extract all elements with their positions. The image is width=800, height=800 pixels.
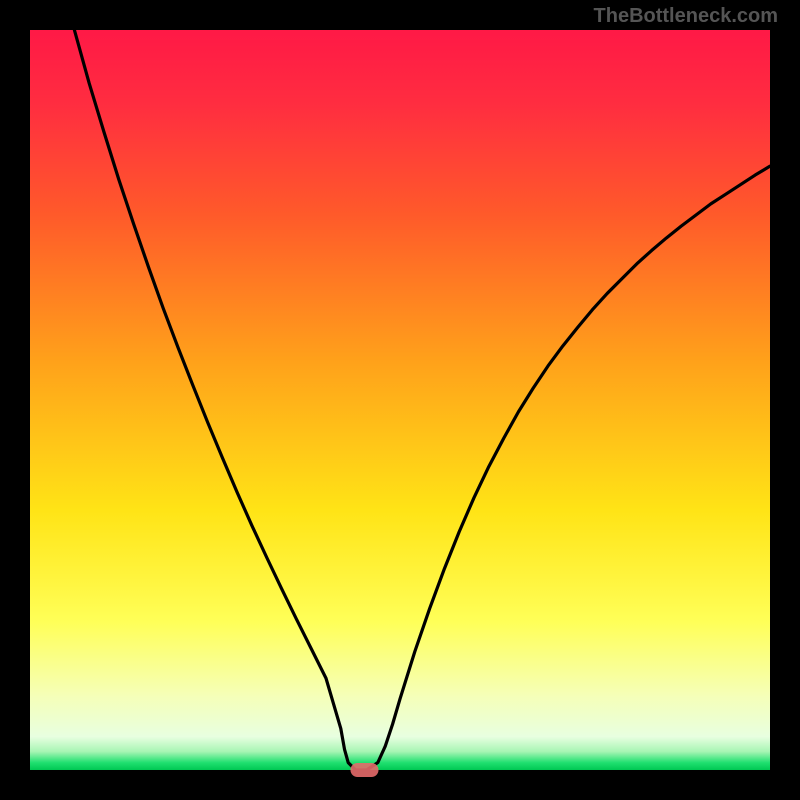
plot-background [30, 30, 770, 770]
bottleneck-marker [350, 763, 378, 777]
watermark-text: TheBottleneck.com [594, 5, 778, 27]
